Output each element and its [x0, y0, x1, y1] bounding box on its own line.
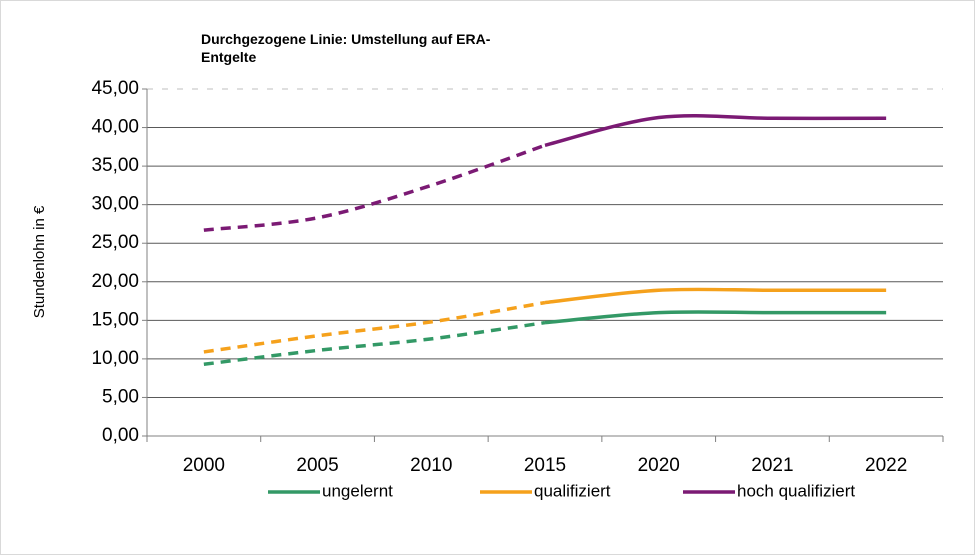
- y-tick-label: 35,00: [91, 155, 139, 176]
- y-tick-label: 5,00: [102, 386, 139, 407]
- series-line: [544, 310, 887, 325]
- y-tick-label: 30,00: [91, 194, 139, 215]
- legend-label: qualifiziert: [534, 481, 611, 500]
- y-tick-label: 25,00: [91, 232, 139, 253]
- x-tick-label: 2005: [296, 455, 338, 476]
- series-line: [544, 113, 887, 147]
- y-axis-label: Stundenlohn in €: [31, 205, 48, 318]
- x-tick-label: 2022: [865, 455, 907, 476]
- series-line: [203, 320, 546, 367]
- x-tick-label: 2000: [183, 455, 225, 476]
- y-tick-label: 0,00: [102, 425, 139, 446]
- y-tick-label: 45,00: [91, 78, 139, 99]
- y-tick-label: 20,00: [91, 271, 139, 292]
- x-tick-label: 2015: [524, 455, 566, 476]
- chart-title: Durchgezogene Linie: Umstellung auf ERA-…: [201, 31, 491, 65]
- x-tick-label: 2010: [410, 455, 452, 476]
- y-tick-label: 10,00: [91, 348, 139, 369]
- y-tick-label: 40,00: [91, 117, 139, 138]
- x-tick-label: 2021: [751, 455, 793, 476]
- legend-label: ungelernt: [322, 481, 393, 500]
- legend-label: hoch qualifiziert: [737, 481, 855, 500]
- x-tick-label: 2020: [638, 455, 680, 476]
- series-line: [544, 287, 887, 305]
- series-line: [203, 143, 546, 232]
- y-tick-label: 15,00: [91, 309, 139, 330]
- series-line: [203, 300, 546, 354]
